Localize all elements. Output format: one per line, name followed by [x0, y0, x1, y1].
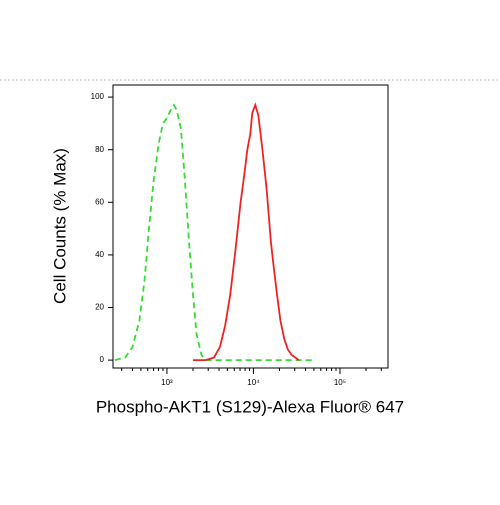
x-axis-label: Phospho-AKT1 (S129)-Alexa Fluor® 647	[96, 397, 404, 416]
plot-frame	[112, 84, 389, 369]
x-tick-label: 10³	[161, 378, 173, 387]
y-tick-label: 40	[95, 250, 104, 259]
y-tick-label: 100	[91, 92, 105, 101]
y-axis-label: Cell Counts (% Max)	[50, 148, 69, 304]
y-tick-label: 20	[95, 303, 104, 312]
y-tick-label: 60	[95, 197, 104, 206]
y-tick-label: 80	[95, 145, 104, 154]
x-tick-label: 10⁵	[334, 378, 346, 387]
series-line	[192, 102, 300, 362]
y-tick-label: 0	[100, 355, 105, 364]
series-line	[114, 103, 314, 362]
x-tick-label: 10⁴	[247, 378, 260, 387]
